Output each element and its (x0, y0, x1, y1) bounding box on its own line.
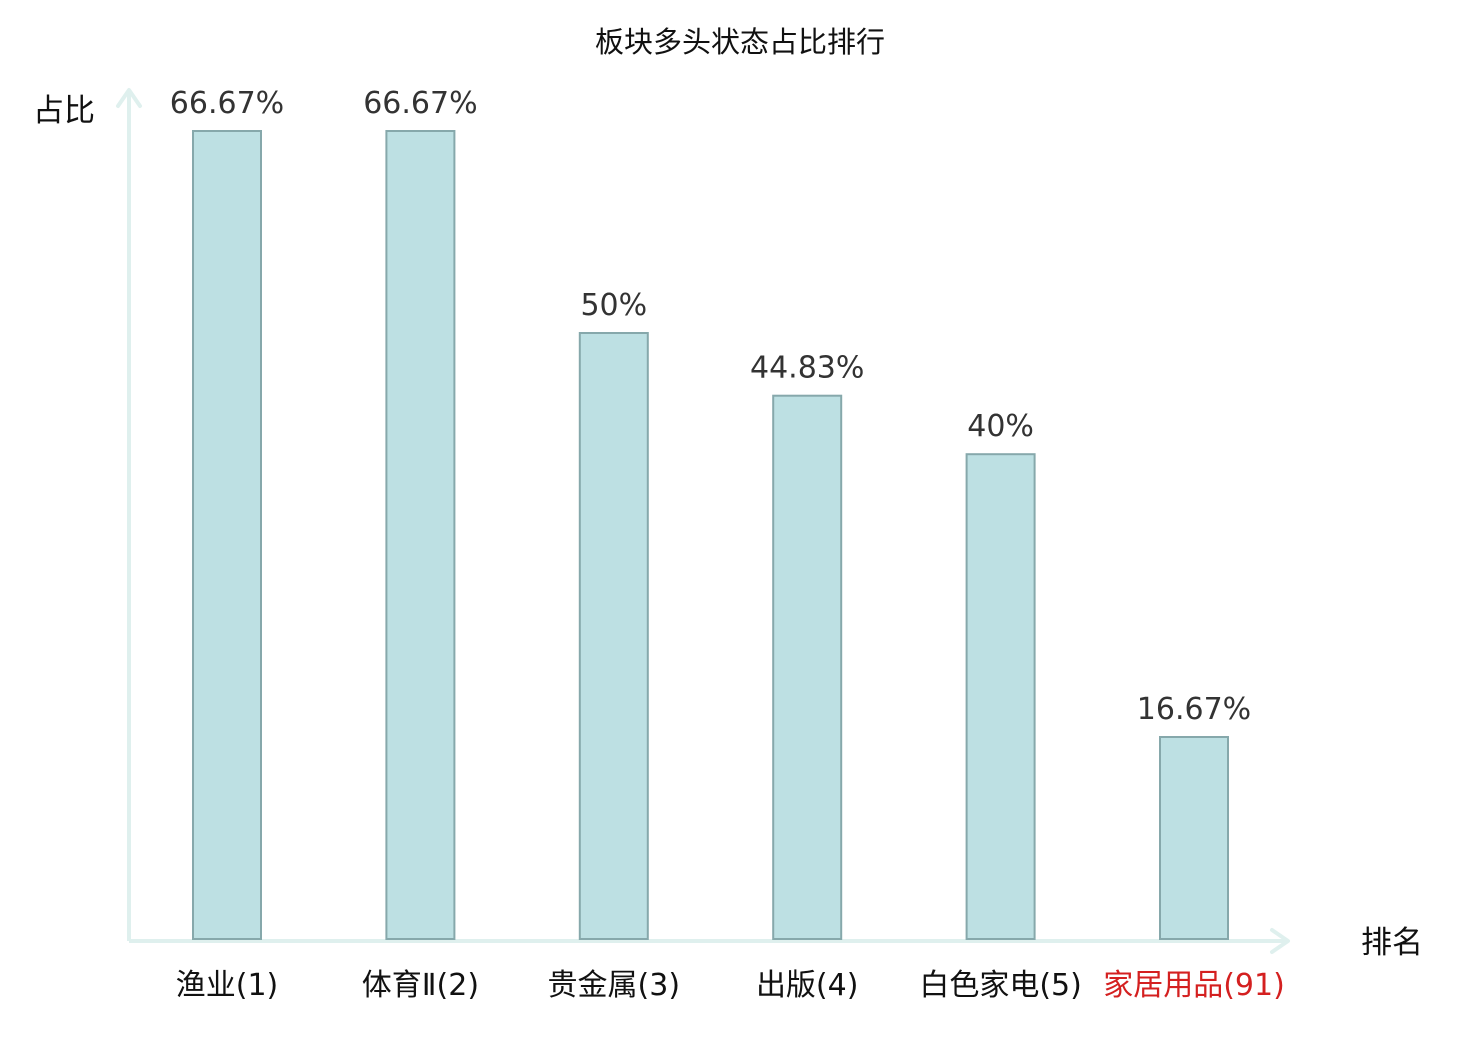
axes (116, 88, 1290, 954)
category-label: 贵金属(3) (548, 968, 681, 1003)
value-label: 40% (967, 409, 1034, 444)
category-label: 家居用品(91) (1103, 968, 1285, 1003)
bar (772, 394, 843, 940)
bar (578, 332, 649, 940)
bar (1159, 736, 1229, 940)
value-label: 44.83% (750, 351, 864, 386)
bars (192, 130, 1229, 940)
value-label: 66.67% (170, 86, 284, 121)
bar (192, 130, 262, 940)
category-label: 体育Ⅱ(2) (362, 968, 479, 1003)
value-label: 66.67% (363, 86, 477, 121)
chart-title: 板块多头状态占比排行 (595, 25, 885, 59)
y-axis-label: 占比 (33, 93, 95, 129)
value-labels: 66.67% 66.67% 50% 44.83% 40% 16.67% (170, 86, 1251, 727)
category-labels: 渔业(1) 体育Ⅱ(2) 贵金属(3) 出版(4) 白色家电(5) 家居用品(91) (176, 968, 1285, 1003)
x-axis-label: 排名 (1361, 925, 1423, 961)
category-label: 白色家电(5) (919, 968, 1082, 1003)
y-axis-arrow (116, 88, 142, 108)
category-label: 出版(4) (756, 968, 859, 1003)
bar (385, 130, 456, 940)
bar (965, 453, 1036, 940)
value-label: 16.67% (1137, 692, 1251, 727)
value-label: 50% (580, 288, 647, 323)
category-label: 渔业(1) (176, 968, 279, 1003)
x-axis-arrow (1270, 928, 1290, 954)
